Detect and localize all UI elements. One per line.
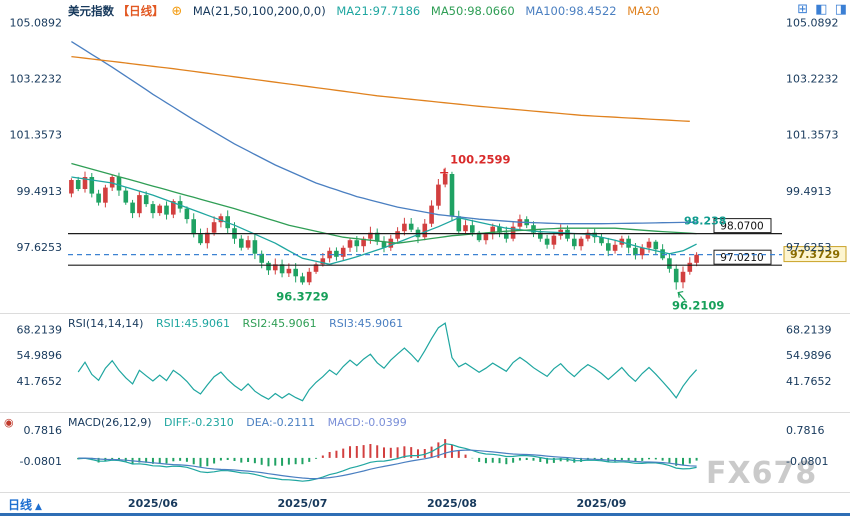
peak-marker-icon: [440, 168, 449, 177]
ma200-value: MA20: [627, 4, 660, 18]
hline-label: 98.0700: [720, 221, 763, 233]
macd-y-axis-label: 0.7816: [24, 424, 63, 437]
macd-y-axis-label: 0.7816: [786, 424, 825, 437]
rsi-line: [77, 322, 698, 402]
main-y-axis-label: 99.4913: [17, 185, 63, 198]
macd-histogram: [77, 439, 698, 467]
rsi2-value: RSI2:45.9061: [242, 317, 317, 330]
x-axis-label: 2025/08: [427, 497, 477, 510]
window-bottom-edge: [0, 513, 850, 516]
x-axis-label: 2025/09: [577, 497, 627, 510]
chevron-up-icon: ▲: [35, 502, 42, 512]
macd-panel-header: MACD(26,12,9) DIFF:-0.2310 DEA:-0.2111 M…: [68, 416, 416, 429]
period-tag: 【日线】: [117, 4, 164, 18]
rsi3-value: RSI3:45.9061: [329, 317, 404, 330]
indicator-settings-icon[interactable]: ⊕: [171, 4, 183, 19]
ma50-line: [71, 162, 697, 244]
hline-label-box[interactable]: [713, 249, 772, 265]
symbol-title: 美元指数: [68, 4, 114, 18]
arrow-marker-icon: [677, 290, 686, 301]
ma21-line: [71, 176, 697, 265]
main-y-axis-label: 105.0892: [10, 16, 63, 29]
hline-label: 97.0210: [720, 252, 763, 264]
rsi-y-axis-label: 68.2139: [17, 323, 63, 336]
macd-y-axis-label: -0.0801: [786, 455, 828, 468]
diff-value: DIFF:-0.2310: [164, 416, 234, 429]
dea-line: [78, 449, 697, 480]
ma-formula: MA(21,50,100,200,0,0): [192, 4, 326, 18]
rsi-y-axis-label: 41.7652: [17, 375, 63, 388]
dea-value: DEA:-0.2111: [246, 416, 316, 429]
period-selector[interactable]: 日线 ▲: [8, 496, 42, 513]
ma200-line: [71, 55, 690, 122]
macd-settings-icon[interactable]: ◉: [4, 416, 14, 429]
rsi-y-axis-label: 54.9896: [17, 349, 63, 362]
rsi-panel-header: RSI(14,14,14) RSI1:45.9061 RSI2:45.9061 …: [68, 317, 412, 330]
current-price-tag-box: [783, 246, 847, 263]
period-selector-label: 日线: [8, 498, 33, 512]
layout-icons: ⊞ ◧ ◨: [794, 2, 847, 17]
rsi-y-axis-label: 54.9896: [786, 349, 832, 362]
rsi1-value: RSI1:45.9061: [155, 317, 230, 330]
current-price-tag: 97.3729: [790, 248, 840, 261]
main-y-axis-label: 103.2232: [786, 73, 839, 86]
low-annotation: 96.2109: [672, 299, 724, 313]
ma21-value: MA21:97.7186: [336, 4, 421, 18]
macd-formula: MACD(26,12,9): [68, 416, 152, 429]
macd-value: MACD:-0.0399: [327, 416, 407, 429]
main-y-axis-label: 99.4913: [786, 185, 832, 198]
x-axis-label: 2025/06: [128, 497, 178, 510]
peak-annotation: 100.2599: [450, 153, 510, 167]
layout-right-icon[interactable]: ◨: [834, 2, 847, 17]
x-axis-label: 2025/07: [278, 497, 328, 510]
layout-left-icon[interactable]: ◧: [815, 2, 828, 17]
low-annotation: 96.3729: [276, 290, 328, 304]
rsi-formula: RSI(14,14,14): [68, 317, 144, 330]
main-y-axis-label: 103.2232: [10, 73, 63, 86]
watermark: FX678: [706, 456, 818, 491]
ma100-value: MA100:98.4522: [525, 4, 617, 18]
ma50-value: MA50:98.0660: [430, 4, 515, 18]
macd-y-axis-label: -0.0801: [20, 455, 62, 468]
ma100-line: [71, 41, 697, 225]
main-y-axis-label: 101.3573: [786, 129, 839, 142]
main-y-axis-label: 101.3573: [10, 129, 63, 142]
layout-grid-icon[interactable]: ⊞: [797, 2, 809, 17]
candles-layer: [69, 167, 699, 290]
hline-label-box[interactable]: [713, 218, 772, 234]
rsi-y-axis-label: 68.2139: [786, 323, 832, 336]
main-toolbar: 美元指数 【日线】 ⊕ MA(21,50,100,200,0,0) MA21:9…: [68, 3, 667, 19]
main-y-axis-label: 105.0892: [786, 16, 839, 29]
diff-line: [78, 443, 697, 482]
rsi-y-axis-label: 41.7652: [786, 375, 832, 388]
main-y-axis-label: 97.6253: [17, 241, 63, 254]
main-y-axis-label: 97.6253: [786, 241, 832, 254]
level-label: 98.238: [684, 215, 726, 228]
